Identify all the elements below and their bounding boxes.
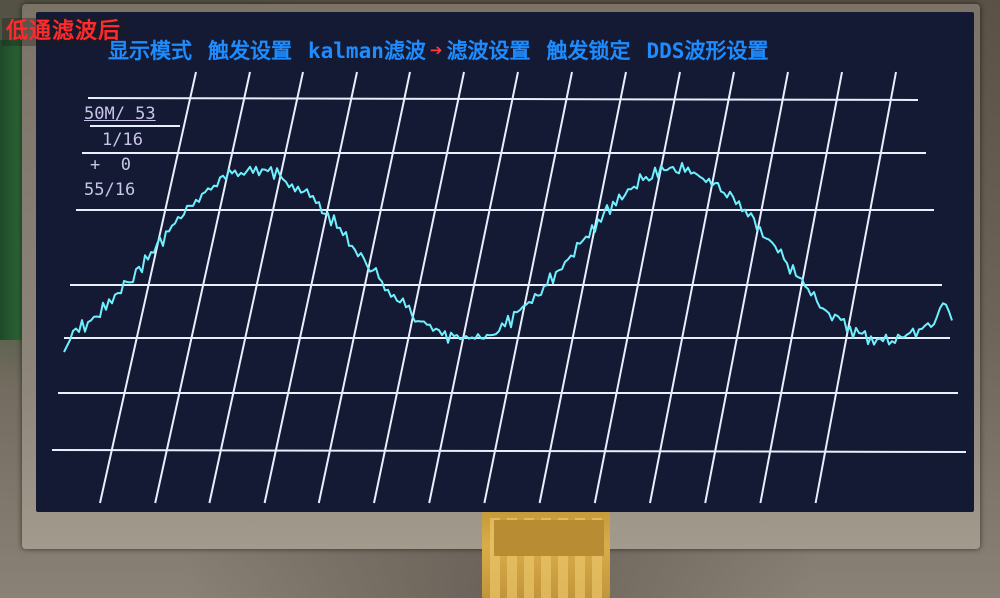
lcd-screen bbox=[36, 12, 974, 512]
grid-line-horizontal bbox=[51, 449, 967, 453]
ratio-readout: 1/16 bbox=[102, 130, 143, 150]
grid-line-vertical bbox=[814, 71, 897, 504]
grid-line-vertical bbox=[538, 71, 627, 504]
menu-filter-settings[interactable]: 滤波设置 bbox=[446, 39, 531, 63]
grid-line-vertical bbox=[759, 71, 843, 504]
grid-line-vertical bbox=[483, 71, 573, 504]
ribbon-connector bbox=[494, 520, 604, 556]
grid-line-horizontal bbox=[87, 97, 919, 101]
grid-line-vertical bbox=[99, 71, 197, 504]
grid-line-vertical bbox=[704, 71, 789, 504]
grid-line-vertical bbox=[593, 71, 681, 504]
timebase-readout: 50M/ 53 bbox=[84, 104, 156, 124]
menu-dds-waveform[interactable]: DDS波形设置 bbox=[646, 39, 769, 63]
trigger-readout: + 0 bbox=[90, 155, 131, 175]
ribbon-trace bbox=[558, 518, 568, 598]
menu-display-mode[interactable]: 显示模式 bbox=[108, 39, 192, 63]
grid-line-vertical bbox=[208, 71, 304, 504]
level-readout: 55/16 bbox=[84, 180, 136, 200]
oscilloscope-menu: 显示模式 触发设置 kalman滤波 ➔ 滤波设置 触发锁定 DDS波形设置 bbox=[108, 30, 908, 70]
grid-line-vertical bbox=[373, 71, 465, 504]
ribbon-trace bbox=[541, 518, 551, 598]
ribbon-trace bbox=[592, 518, 602, 598]
grid-line-vertical bbox=[428, 71, 519, 504]
grid-line-vertical bbox=[649, 71, 735, 504]
menu-kalman-filter[interactable]: kalman滤波 bbox=[308, 39, 426, 63]
menu-trigger-settings[interactable]: 触发设置 bbox=[208, 39, 292, 63]
ribbon-trace bbox=[490, 518, 500, 598]
grid bbox=[51, 71, 967, 504]
waveform-trace bbox=[63, 162, 953, 353]
grid-line-vertical bbox=[317, 71, 411, 504]
selection-arrow-icon: ➔ bbox=[429, 38, 443, 62]
grid-line-vertical bbox=[154, 71, 251, 504]
ribbon-trace bbox=[575, 518, 585, 598]
ribbon-trace bbox=[507, 518, 517, 598]
image-caption: 低通滤波后 bbox=[2, 18, 126, 46]
ribbon-trace bbox=[524, 518, 534, 598]
menu-trigger-lock[interactable]: 触发锁定 bbox=[546, 39, 631, 63]
grid-line-vertical bbox=[263, 71, 358, 504]
